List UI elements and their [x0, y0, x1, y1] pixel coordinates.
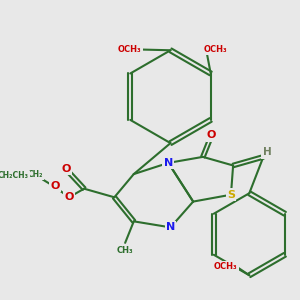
- Text: H: H: [263, 147, 272, 157]
- Text: O: O: [61, 164, 70, 174]
- Text: O: O: [207, 130, 216, 140]
- Text: OCH₃: OCH₃: [118, 45, 141, 54]
- Text: CH₃: CH₃: [117, 246, 134, 255]
- Text: S: S: [227, 190, 235, 200]
- Text: O: O: [50, 181, 60, 191]
- Text: N: N: [166, 222, 175, 233]
- Text: OCH₃: OCH₃: [214, 262, 237, 272]
- Text: CH₂: CH₂: [28, 170, 43, 179]
- Text: N: N: [164, 158, 173, 168]
- Text: OCH₃: OCH₃: [203, 45, 227, 54]
- Text: O: O: [64, 192, 74, 202]
- Text: CH₂CH₃: CH₂CH₃: [0, 171, 29, 180]
